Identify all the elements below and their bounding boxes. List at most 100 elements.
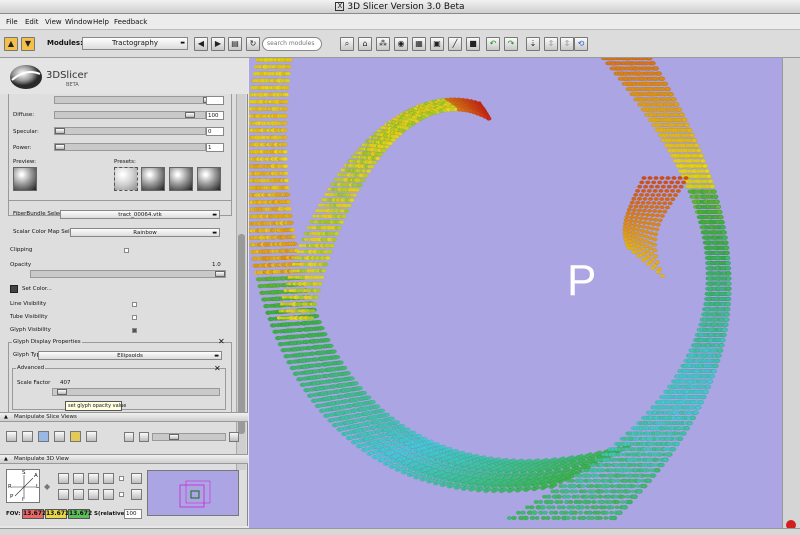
power-value[interactable]: 1 [206,143,224,152]
specular-value[interactable]: 0 [206,127,224,136]
preset-sphere-3[interactable] [169,167,193,191]
color-swatch[interactable] [10,285,18,293]
3d-view[interactable]: P [249,58,782,528]
module-history-icon[interactable]: ▤ [228,37,242,51]
compass-s[interactable]: S [22,470,26,476]
diamond-icon[interactable]: ◆ [44,482,51,491]
volumes-icon[interactable]: ◉ [394,37,408,51]
specular-slider-knob[interactable] [55,128,65,134]
load-scene-icon[interactable]: ▲ [4,37,18,51]
rock-checkbox[interactable] [119,492,124,497]
compass-l[interactable]: L [36,484,40,490]
3d-view-navigator[interactable] [147,470,239,516]
save-scene-icon[interactable]: ▼ [21,37,35,51]
crosshair-icon[interactable] [86,431,97,442]
color-icon[interactable]: ■ [466,37,480,51]
pick-mode-icon[interactable]: ⇣ [526,37,540,51]
fiducials-icon[interactable]: ▣ [430,37,444,51]
models-icon[interactable]: ▦ [412,37,426,51]
module-selector[interactable]: Tractography ▬ [82,37,188,50]
prev-module-icon[interactable]: ◀ [194,37,208,51]
menu-edit[interactable]: Edit [25,18,39,26]
rotate-mode-icon[interactable]: ⇕ [560,37,574,51]
error-icon[interactable] [786,520,796,530]
fiber-bundle-select[interactable]: tract_00064.vtk ▬ [60,210,220,219]
opacity-slider-knob[interactable] [215,271,225,277]
preset-sphere-2[interactable] [141,167,165,191]
diffuse-value[interactable]: 100 [206,111,224,120]
tube-visibility-checkbox[interactable] [132,315,137,320]
view-layout-icon[interactable] [38,431,49,442]
menu-file[interactable]: File [6,18,18,26]
gear-icon[interactable] [103,473,114,484]
ambient-slider[interactable] [54,96,213,104]
place-mode-icon[interactable]: ⇕ [544,37,558,51]
snapshot-icon[interactable] [131,473,142,484]
compass-r[interactable]: R [8,484,12,490]
colormap-select[interactable]: Rainbow ▬ [70,228,220,237]
menu-window[interactable]: Window [65,18,93,26]
compass-i[interactable]: I [22,497,24,503]
redo-icon[interactable]: ↷ [504,37,518,51]
lightbox-icon[interactable] [54,431,65,442]
slice-layout-icon[interactable] [22,431,33,442]
undo-icon[interactable]: ↶ [486,37,500,51]
close-icon[interactable]: ✕ [218,337,225,346]
stereo-icon[interactable] [88,489,99,500]
ambient-value[interactable] [206,96,224,105]
menu-feedback[interactable]: Feedback [114,18,148,26]
scale-factor-slider-knob[interactable] [57,389,67,395]
specular-slider[interactable] [54,127,206,135]
slice-opacity-knob[interactable] [169,434,179,440]
clipping-checkbox[interactable] [124,248,129,253]
set-color-button[interactable]: Set Color... [22,286,52,292]
zoom-out-icon[interactable] [73,489,84,500]
slice-opacity-slider[interactable] [152,433,226,441]
power-slider-knob[interactable] [55,144,65,150]
home-icon[interactable]: ⌂ [358,37,372,51]
menu-help[interactable]: Help [93,18,109,26]
diffuse-slider-knob[interactable] [185,112,195,118]
manipulate-slice-views-header[interactable]: Manipulate Slice Views [0,412,248,422]
module-gui-scroll-area[interactable]: Diffuse: 100 Specular: 0 Power: 1 Previe… [8,94,232,470]
view-compass[interactable]: S R L I A P [6,469,40,503]
visibility-icon[interactable] [103,489,114,500]
collapse-arrow-icon[interactable]: ▲ [4,456,8,462]
data-icon[interactable]: ⁂ [376,37,390,51]
opacity-slider[interactable] [30,270,226,278]
zoom-in-icon[interactable] [58,489,69,500]
eye-icon[interactable] [88,473,99,484]
layout-icon[interactable] [6,431,17,442]
slice-options-icon[interactable] [229,432,239,442]
search-icon[interactable]: ⌕ [340,37,354,51]
center-icon[interactable] [73,473,84,484]
scrollbar-thumb[interactable] [238,234,245,434]
compass-p[interactable]: P [10,494,14,500]
scale-factor-slider[interactable] [52,388,220,396]
menu-view[interactable]: View [45,18,62,26]
panel-scrollbar[interactable] [236,94,246,470]
close-icon[interactable]: ✕ [214,364,221,373]
fiducial-icon[interactable] [70,431,81,442]
s-relative-value[interactable]: 100 [124,509,142,519]
compass-a[interactable]: A [34,473,38,479]
power-slider[interactable] [54,143,206,151]
transform-mode-icon[interactable]: ⟲ [574,37,588,51]
refresh-icon[interactable]: ↻ [246,37,260,51]
search-modules-input[interactable]: search modules [262,37,322,51]
camera-icon[interactable] [131,489,142,500]
preset-sphere-1[interactable] [114,167,138,191]
spin-checkbox[interactable] [119,476,124,481]
glyph-type-select[interactable]: Ellipsoids ▬ [38,351,222,360]
next-module-icon[interactable]: ▶ [211,37,225,51]
manipulate-3d-view-header[interactable]: Manipulate 3D View [0,454,248,464]
link-icon[interactable] [124,432,134,442]
line-visibility-checkbox[interactable] [132,302,137,307]
diffuse-slider[interactable] [54,111,206,119]
glyph-visibility-checkbox[interactable] [132,328,137,333]
transforms-icon[interactable]: ╱ [448,37,462,51]
fit-icon[interactable] [139,432,149,442]
rotate-icon[interactable] [58,473,69,484]
collapse-arrow-icon[interactable]: ▲ [4,414,8,420]
preset-sphere-4[interactable] [197,167,221,191]
